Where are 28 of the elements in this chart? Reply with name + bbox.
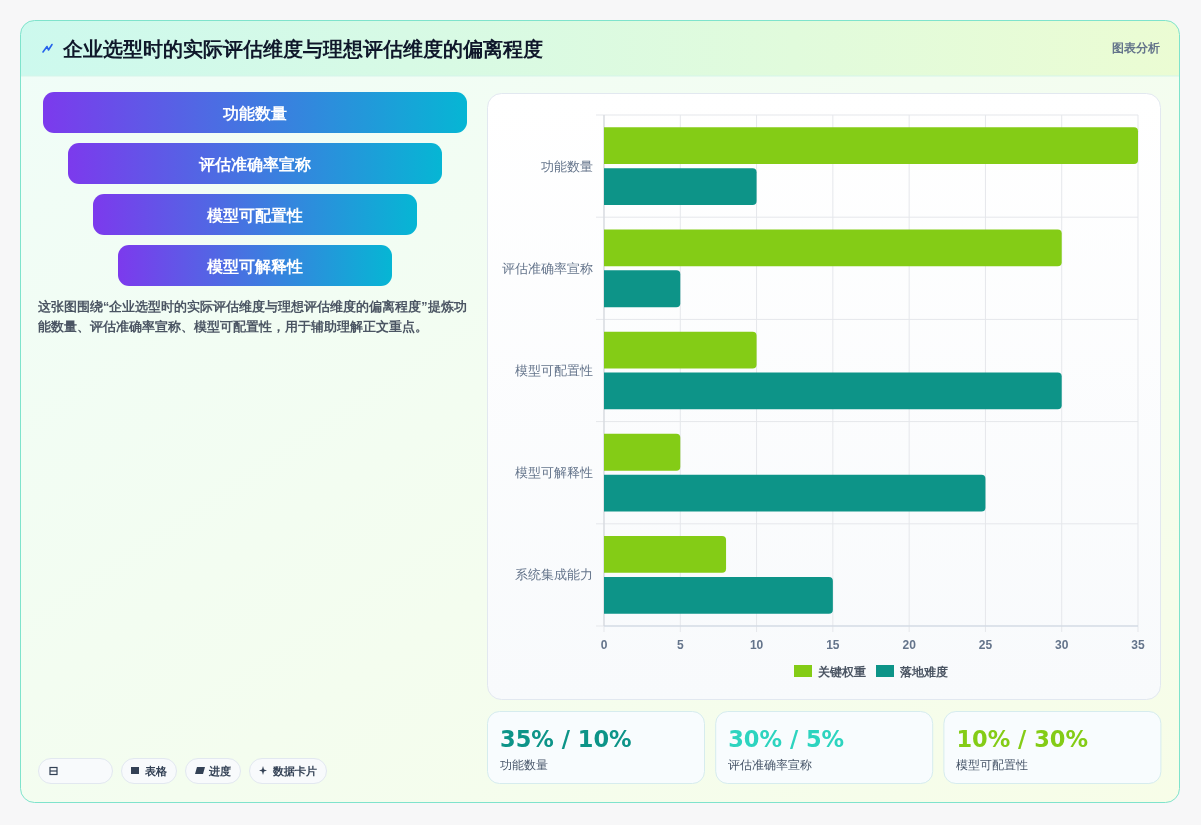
text: 10% / 30% xyxy=(956,725,1089,752)
x-tick-label: 20 xyxy=(902,638,917,652)
category-label: 模型可解释性 xyxy=(206,257,303,275)
x-tick-label: 0 xyxy=(600,638,608,652)
category-label: 评估准确率宣称 xyxy=(198,154,311,173)
y-tick-label: 模型可解释性 xyxy=(515,465,593,481)
category-label: 功能数量 xyxy=(222,104,287,122)
x-tick-label: 25 xyxy=(978,638,993,652)
x-tick-label: 5 xyxy=(676,638,684,652)
y-tick-label: 系统集成能力 xyxy=(515,567,593,583)
x-tick-label: 10 xyxy=(749,638,764,652)
text: 模型可配置性 xyxy=(956,758,1029,772)
category-label: 模型可配置性 xyxy=(206,206,303,224)
text: 这张图围绕“企业选型时的实际评估维度与理想评估维度的偏离程度”提炼功能数量、评估准确率宣称、模型可配置性，用于辅助理解正文重点。 xyxy=(37,299,467,334)
x-tick-label: 30 xyxy=(1055,638,1069,652)
text: 30% / 5% xyxy=(728,725,845,752)
text: 评估准确率宣称 xyxy=(728,758,813,772)
y-tick-label: 评估准确率宣称 xyxy=(502,260,593,276)
legend-label: 关键权重 xyxy=(817,664,866,679)
text: 35% / 10% xyxy=(500,725,632,752)
legend-label: 落地难度 xyxy=(899,664,948,679)
text: 企业选型时的实际评估维度与理想评估维度的偏离程度 xyxy=(62,37,543,60)
y-tick-label: 功能数量 xyxy=(541,158,593,174)
x-tick-label: 35 xyxy=(1131,638,1145,652)
text: 功能数量 xyxy=(500,758,548,772)
x-tick-label: 15 xyxy=(826,638,840,652)
text: 图表分析 xyxy=(1112,41,1160,55)
y-tick-label: 模型可配置性 xyxy=(515,363,593,378)
